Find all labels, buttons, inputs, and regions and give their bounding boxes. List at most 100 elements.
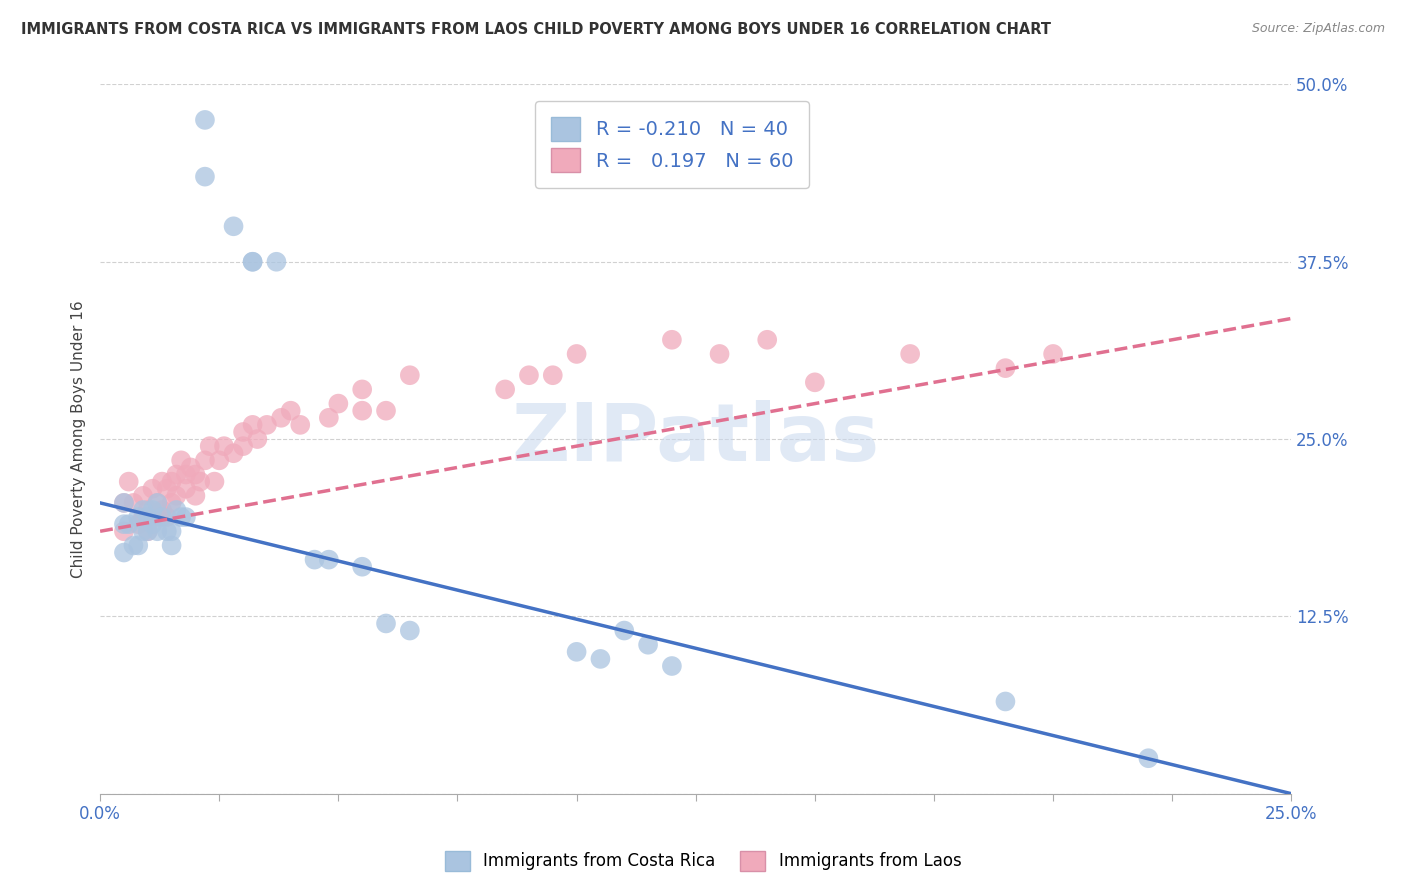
Text: ZIPatlas: ZIPatlas [512, 400, 880, 478]
Point [398, 624, 420, 638]
Point [122, 538, 145, 552]
Legend: R = -0.210   N = 40, R =   0.197   N = 60: R = -0.210 N = 40, R = 0.197 N = 60 [536, 102, 808, 187]
Point [165, 489, 187, 503]
Point [661, 333, 683, 347]
Point [517, 368, 540, 383]
Point [565, 645, 588, 659]
Point [165, 503, 187, 517]
Point [132, 503, 155, 517]
Point [136, 510, 159, 524]
Point [170, 510, 193, 524]
Point [136, 503, 159, 517]
Point [112, 524, 135, 539]
Point [184, 467, 207, 482]
Point [141, 503, 163, 517]
Point [112, 545, 135, 559]
Point [156, 482, 179, 496]
Legend: Immigrants from Costa Rica, Immigrants from Laos: Immigrants from Costa Rica, Immigrants f… [436, 842, 970, 880]
Point [165, 467, 187, 482]
Point [160, 524, 183, 539]
Point [160, 475, 183, 489]
Point [375, 403, 398, 417]
Point [188, 475, 211, 489]
Point [146, 510, 169, 524]
Point [1042, 347, 1064, 361]
Point [146, 524, 169, 539]
Point [194, 453, 217, 467]
Point [290, 417, 312, 432]
Point [232, 439, 254, 453]
Point [180, 460, 202, 475]
Point [637, 162, 659, 177]
Point [170, 453, 193, 467]
Point [242, 254, 264, 268]
Point [194, 112, 217, 127]
Point [146, 496, 169, 510]
Point [266, 254, 288, 268]
Point [232, 425, 254, 439]
Point [756, 333, 779, 347]
Point [565, 347, 588, 361]
Text: Source: ZipAtlas.com: Source: ZipAtlas.com [1251, 22, 1385, 36]
Point [398, 368, 420, 383]
Point [184, 489, 207, 503]
Point [127, 517, 149, 532]
Point [198, 439, 221, 453]
Point [136, 524, 159, 539]
Point [541, 368, 564, 383]
Point [174, 467, 197, 482]
Point [318, 552, 340, 566]
Point [160, 538, 183, 552]
Point [141, 517, 163, 532]
Y-axis label: Child Poverty Among Boys Under 16: Child Poverty Among Boys Under 16 [72, 301, 86, 578]
Point [127, 538, 149, 552]
Point [208, 453, 231, 467]
Point [304, 552, 326, 566]
Point [141, 510, 163, 524]
Point [160, 496, 183, 510]
Point [122, 496, 145, 510]
Point [112, 496, 135, 510]
Point [150, 503, 173, 517]
Point [222, 446, 245, 460]
Point [242, 254, 264, 268]
Point [174, 482, 197, 496]
Point [804, 376, 827, 390]
Point [246, 432, 269, 446]
Point [270, 410, 292, 425]
Point [637, 638, 659, 652]
Point [613, 624, 636, 638]
Point [174, 510, 197, 524]
Point [212, 439, 235, 453]
Point [352, 383, 374, 397]
Point [132, 524, 155, 539]
Point [352, 559, 374, 574]
Point [318, 410, 340, 425]
Text: IMMIGRANTS FROM COSTA RICA VS IMMIGRANTS FROM LAOS CHILD POVERTY AMONG BOYS UNDE: IMMIGRANTS FROM COSTA RICA VS IMMIGRANTS… [21, 22, 1052, 37]
Point [146, 496, 169, 510]
Point [118, 517, 141, 532]
Point [132, 510, 155, 524]
Point [150, 510, 173, 524]
Point [127, 510, 149, 524]
Point [136, 524, 159, 539]
Point [898, 347, 921, 361]
Point [375, 616, 398, 631]
Point [280, 403, 302, 417]
Point [150, 475, 173, 489]
Point [328, 396, 350, 410]
Point [112, 517, 135, 532]
Point [156, 510, 179, 524]
Point [112, 496, 135, 510]
Point [589, 652, 612, 666]
Point [118, 475, 141, 489]
Point [242, 417, 264, 432]
Point [994, 361, 1017, 376]
Point [994, 694, 1017, 708]
Point [352, 403, 374, 417]
Point [141, 482, 163, 496]
Point [709, 347, 731, 361]
Point [194, 169, 217, 184]
Point [222, 219, 245, 234]
Point [204, 475, 226, 489]
